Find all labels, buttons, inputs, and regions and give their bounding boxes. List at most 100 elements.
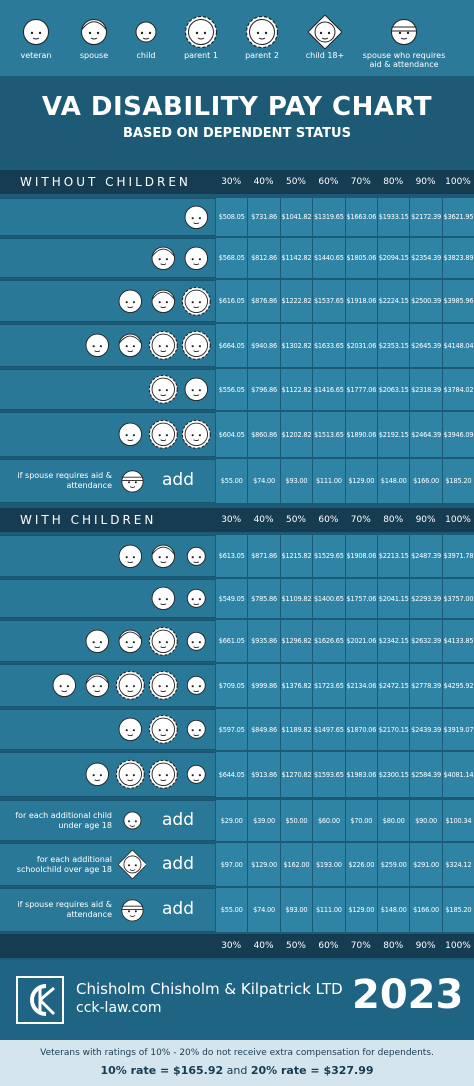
- amount-cell: $1983.06: [344, 752, 377, 797]
- amount-cell: $2778.39: [409, 664, 442, 707]
- face-icon: [148, 714, 178, 744]
- amount-cell: $2134.06: [344, 664, 377, 707]
- face-icon: [186, 765, 206, 784]
- amount-cell: $2063.15: [377, 369, 410, 410]
- amount-cell: $1805.06: [344, 238, 377, 278]
- amount-cell: $2584.39: [409, 752, 442, 797]
- legend-label: child: [136, 51, 156, 60]
- face-icon: [118, 717, 142, 742]
- year: 2023: [352, 972, 464, 1018]
- column-label: 30%: [221, 177, 242, 187]
- amount-cell: $39.00: [247, 800, 280, 841]
- section-title: WITH CHILDREN: [20, 513, 157, 527]
- amount-cell: $1529.65: [312, 535, 345, 577]
- amount-cell: $508.05: [215, 198, 248, 236]
- amount-cell: $1513.65: [312, 412, 345, 457]
- face-icon: [186, 546, 206, 566]
- add-label: add: [162, 470, 194, 490]
- amount-cell: $185.20: [441, 459, 474, 503]
- amount-cell: $613.05: [215, 535, 248, 577]
- amount-cell: $940.86: [247, 324, 280, 367]
- amount-cell: $999.86: [247, 664, 280, 707]
- amount-cell: $2031.06: [344, 324, 377, 367]
- amount-cell: $2464.39: [409, 412, 442, 457]
- amount-cell: $111.00: [312, 888, 345, 932]
- face-icon: [184, 205, 208, 229]
- amount-cell: $604.05: [215, 412, 248, 457]
- amount-cell: $324.12: [441, 843, 474, 886]
- amount-cell: $1319.65: [312, 198, 345, 236]
- amount-cell: $2021.06: [344, 620, 377, 662]
- logo: [16, 976, 64, 1024]
- legend-label: parent 1: [184, 51, 218, 60]
- add-label: add: [162, 899, 194, 919]
- face-icon: [135, 21, 157, 43]
- amount-cell: $2041.15: [377, 579, 410, 618]
- amount-cell: $871.86: [247, 535, 280, 577]
- column-label: 50%: [285, 515, 306, 525]
- face-icon: [184, 377, 208, 402]
- amount-cell: $55.00: [215, 888, 248, 932]
- face-icon: [186, 589, 206, 608]
- amount-cell: $1222.82: [279, 280, 313, 322]
- amount-cell: $1777.06: [344, 369, 377, 410]
- amount-cell: $97.00: [215, 843, 248, 886]
- section-header: [0, 934, 474, 958]
- face-icon: [148, 419, 178, 449]
- amount-cell: $3971.78: [441, 535, 474, 577]
- amount-cell: $849.86: [247, 709, 280, 750]
- column-label: 60%: [318, 515, 339, 525]
- amount-cell: $913.86: [247, 752, 280, 797]
- face-icon: [308, 15, 342, 49]
- amount-cell: $1918.06: [344, 280, 377, 322]
- amount-cell: $1890.06: [344, 412, 377, 457]
- column-label: 100%: [445, 941, 471, 951]
- amount-cell: $796.86: [247, 369, 280, 410]
- legend-label: spouse who requires aid & attendance: [362, 51, 446, 69]
- rate-10: 10% rate = $165.92: [100, 1064, 224, 1077]
- column-label: 70%: [350, 177, 371, 187]
- amount-cell: $1270.82: [279, 752, 313, 797]
- amount-cell: $2293.39: [409, 579, 442, 618]
- amount-cell: $185.20: [441, 888, 474, 932]
- amount-cell: $2300.15: [377, 752, 410, 797]
- face-icon: [148, 330, 178, 360]
- amount-cell: $55.00: [215, 459, 248, 503]
- face-icon: [186, 676, 206, 695]
- amount-cell: $259.00: [377, 843, 410, 886]
- amount-cell: $1633.65: [312, 324, 345, 367]
- column-label: 30%: [221, 941, 242, 951]
- face-icon: [85, 673, 109, 698]
- amount-cell: $1215.82: [279, 535, 313, 577]
- amount-cell: $3823.89: [441, 238, 474, 278]
- amount-cell: $3985.96: [441, 280, 474, 322]
- amount-cell: $1400.65: [312, 579, 345, 618]
- amount-cell: $148.00: [377, 888, 410, 932]
- column-label: 40%: [253, 941, 274, 951]
- column-label: 80%: [383, 515, 404, 525]
- row-label: for each additional child under age 18: [15, 810, 112, 830]
- column-label: 60%: [318, 941, 339, 951]
- column-label: 100%: [445, 515, 471, 525]
- section-header: [0, 170, 474, 194]
- face-icon: [115, 670, 145, 700]
- amount-cell: $50.00: [279, 800, 313, 841]
- face-icon: [181, 419, 211, 449]
- face-icon: [186, 631, 206, 651]
- amount-cell: $2172.39: [409, 198, 442, 236]
- amount-cell: $709.05: [215, 664, 248, 707]
- amount-cell: $129.00: [247, 843, 280, 886]
- face-icon: [151, 289, 175, 313]
- legend-label: parent 2: [245, 51, 279, 60]
- legend-label: child 18+: [305, 51, 345, 60]
- amount-cell: $3946.09: [441, 412, 474, 457]
- amount-cell: $2342.15: [377, 620, 410, 662]
- amount-cell: $3621.95: [441, 198, 474, 236]
- amount-cell: $1757.06: [344, 579, 377, 618]
- face-icon: [52, 673, 76, 698]
- amount-cell: $2170.15: [377, 709, 410, 750]
- amount-cell: $2487.39: [409, 535, 442, 577]
- amount-cell: $1142.82: [279, 238, 313, 278]
- amount-cell: $1870.06: [344, 709, 377, 750]
- section-title: WITHOUT CHILDREN: [20, 175, 191, 189]
